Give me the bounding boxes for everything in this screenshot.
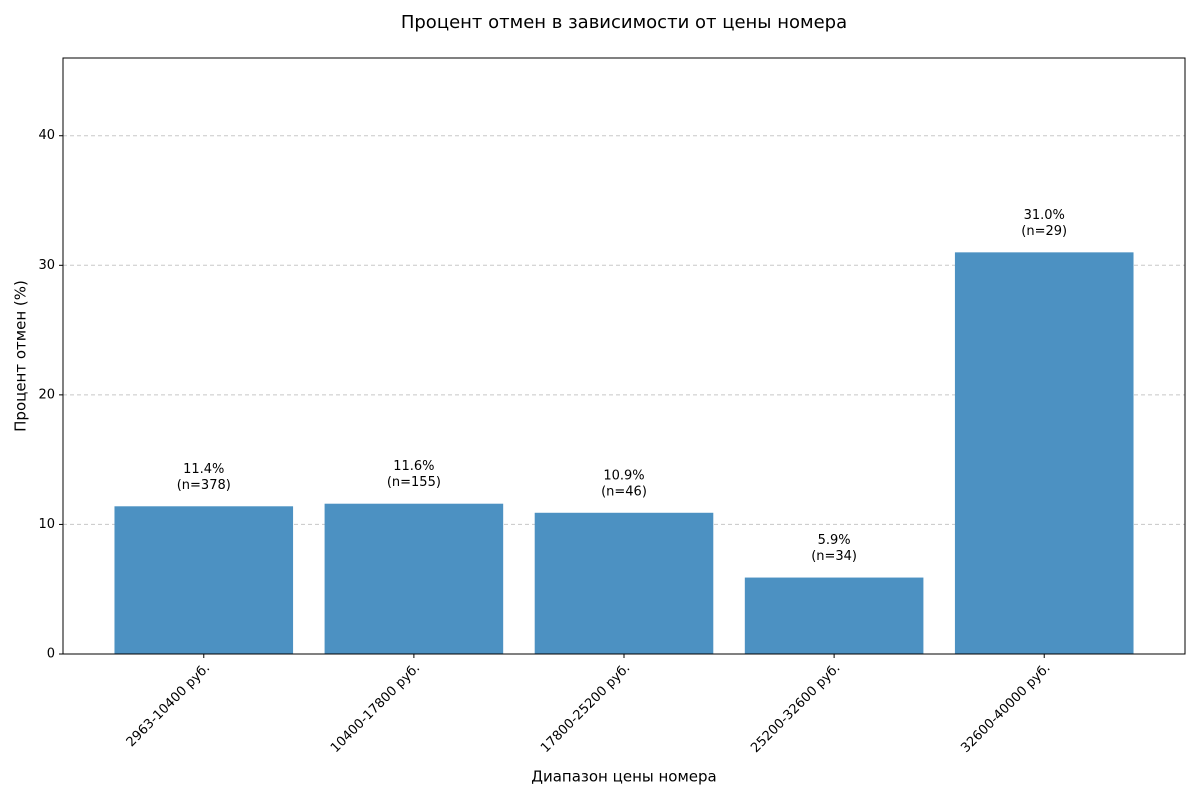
x-tick-label: 32600-40000 руб. xyxy=(958,661,1053,756)
x-axis-label: Диапазон цены номера xyxy=(531,768,717,786)
y-axis-label: Процент отмен (%) xyxy=(12,280,30,432)
x-tick-label: 10400-17800 руб. xyxy=(328,661,423,756)
count-label: (n=34) xyxy=(811,549,857,564)
y-tick-label: 30 xyxy=(38,258,55,273)
y-tick-label: 20 xyxy=(38,387,55,402)
x-tick-label: 25200-32600 руб. xyxy=(748,661,843,756)
x-tick-label: 17800-25200 руб. xyxy=(538,661,633,756)
y-tick-label: 10 xyxy=(38,517,55,532)
value-label: 31.0% xyxy=(1024,208,1065,223)
y-tick-label: 0 xyxy=(47,647,55,662)
value-label: 11.4% xyxy=(183,462,224,477)
x-tick-label: 2963-10400 руб. xyxy=(124,661,213,750)
count-label: (n=29) xyxy=(1021,224,1067,239)
value-label: 11.6% xyxy=(393,459,434,474)
bar xyxy=(744,577,924,654)
bar xyxy=(534,512,714,654)
bar xyxy=(324,503,504,654)
y-tick-label: 40 xyxy=(38,128,55,143)
count-label: (n=378) xyxy=(177,478,231,493)
bar xyxy=(954,252,1134,654)
count-label: (n=46) xyxy=(601,484,647,499)
plot-frame xyxy=(62,57,1186,655)
value-label: 10.9% xyxy=(603,468,644,483)
bar xyxy=(114,506,294,654)
count-label: (n=155) xyxy=(387,475,441,490)
value-label: 5.9% xyxy=(818,533,851,548)
chart-title: Процент отмен в зависимости от цены номе… xyxy=(401,12,847,33)
